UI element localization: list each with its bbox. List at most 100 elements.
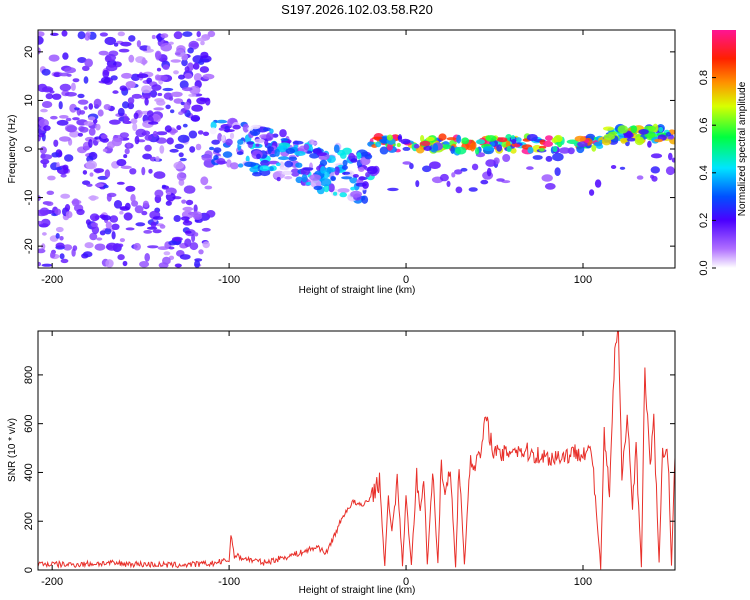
spectrogram-cell <box>183 73 193 79</box>
spectrogram-cell <box>454 169 463 175</box>
spectrogram-cell <box>178 152 184 158</box>
spectrogram-cell <box>64 67 76 74</box>
spectrogram-cell <box>545 155 553 162</box>
spectrogram-cell <box>52 93 62 100</box>
spectrogram-cell <box>45 93 53 100</box>
spectrogram-cell <box>330 175 336 182</box>
spectrogram-cell <box>309 174 321 181</box>
spectrogram-cell <box>133 112 139 120</box>
spectrogram-cell <box>146 110 154 118</box>
spectrogram-cell <box>236 151 244 156</box>
spectrogram-cell <box>182 87 193 92</box>
spectrogram-cell <box>341 176 353 180</box>
spectrogram-cell <box>47 175 56 181</box>
spectrogram-cell <box>58 72 70 77</box>
spectrogram-cell <box>185 230 192 234</box>
spectrogram-cell <box>184 238 192 247</box>
spectrogram-cell <box>77 57 87 63</box>
spectrogram-cell <box>162 256 171 265</box>
spectrogram-cell <box>109 215 119 223</box>
spectrogram-cell <box>94 136 102 140</box>
spectrogram-cell <box>554 167 561 177</box>
spectrogram-cell <box>295 162 303 168</box>
spectrogram-cell <box>60 193 71 199</box>
spectrogram-cell <box>313 185 323 191</box>
spectrogram-cell <box>603 133 615 141</box>
spectrogram-cell <box>198 249 204 255</box>
spectrogram-cell <box>196 30 201 38</box>
spectrogram-cell <box>170 91 183 98</box>
spectrogram-cell <box>305 181 312 186</box>
spectrogram-cell <box>88 195 99 200</box>
spectrogram-cell <box>671 157 675 163</box>
spectrogram-cell <box>39 207 50 216</box>
spectrogram-cell <box>538 147 545 152</box>
spectrogram-cell <box>182 206 194 212</box>
spectrogram-cell <box>513 143 521 148</box>
spectrogram-cell <box>366 166 378 175</box>
spectrogram-cell <box>82 251 93 258</box>
spectrogram-cell <box>58 101 63 110</box>
spectrogram-cell <box>455 146 467 155</box>
spectrogram-cell <box>275 162 281 167</box>
spectrogram-cell <box>55 226 64 233</box>
spectrogram-cell <box>264 138 269 146</box>
spectrogram-cell <box>188 93 197 97</box>
colorbar-gradient <box>712 30 736 268</box>
spectrogram-cell <box>482 146 495 151</box>
spectrogram-cell <box>456 134 462 144</box>
spectrogram-cell <box>650 166 660 174</box>
spectrogram-cell <box>213 154 219 161</box>
spectrogram-cell <box>200 40 205 46</box>
spectrogram-cell <box>320 166 326 174</box>
spectrogram-cell <box>386 143 393 151</box>
spectrogram-cell <box>141 85 152 94</box>
spectrogram-cell <box>84 242 94 249</box>
spectrogram-cell <box>101 76 111 84</box>
spectrogram-cell <box>139 261 150 268</box>
spectrogram-cell <box>124 148 130 155</box>
spectrogram-cell <box>242 123 250 133</box>
spectrogram-cell <box>174 52 181 56</box>
spectrogram-y-axis-title: Frequency (Hz) <box>7 115 18 184</box>
spectrogram-cell <box>176 45 186 53</box>
spectrogram-cell <box>182 220 193 226</box>
spectrogram-cell <box>274 148 280 157</box>
spectrogram-cell <box>163 251 171 256</box>
spectrogram-x-tick-label: 100 <box>574 274 592 286</box>
spectrogram-cell <box>668 152 673 161</box>
spectrogram-cell <box>254 138 265 143</box>
spectrogram-cell <box>90 222 98 228</box>
spectrogram-cell <box>162 87 174 92</box>
spectrogram-cell <box>413 143 420 149</box>
spectrogram-cell <box>160 42 172 52</box>
spectrogram-cell <box>446 180 451 187</box>
spectrogram-cell <box>210 121 217 129</box>
spectrogram-cell <box>89 213 100 222</box>
spectrogram-cell <box>665 132 672 137</box>
spectrogram-cell <box>422 165 432 173</box>
spectrogram-cell <box>176 125 182 131</box>
spectrogram-cell <box>497 137 508 143</box>
spectrogram-cell <box>150 221 157 228</box>
spectrogram-cell <box>128 54 135 63</box>
spectrogram-cell <box>190 42 199 48</box>
spectrogram-cell <box>63 244 73 251</box>
spectrogram-cell <box>626 137 637 142</box>
spectrogram-cell <box>106 193 112 202</box>
spectrogram-cell <box>178 179 185 186</box>
spectrogram-cell <box>125 227 135 231</box>
spectrogram-cell <box>342 171 351 175</box>
spectrogram-cell <box>117 254 125 261</box>
spectrogram-cell <box>141 166 146 176</box>
spectrogram-cell <box>144 253 150 262</box>
spectrogram-cell <box>292 140 304 145</box>
spectrogram-cell <box>194 232 199 237</box>
spectrogram-cell <box>61 30 68 37</box>
spectrogram-cell <box>122 101 130 109</box>
spectrogram-cell <box>160 33 169 39</box>
spectrogram-cell <box>201 154 213 161</box>
spectrogram-cell <box>255 143 260 147</box>
spectrogram-cell <box>350 158 358 163</box>
spectrogram-cell <box>362 181 369 189</box>
